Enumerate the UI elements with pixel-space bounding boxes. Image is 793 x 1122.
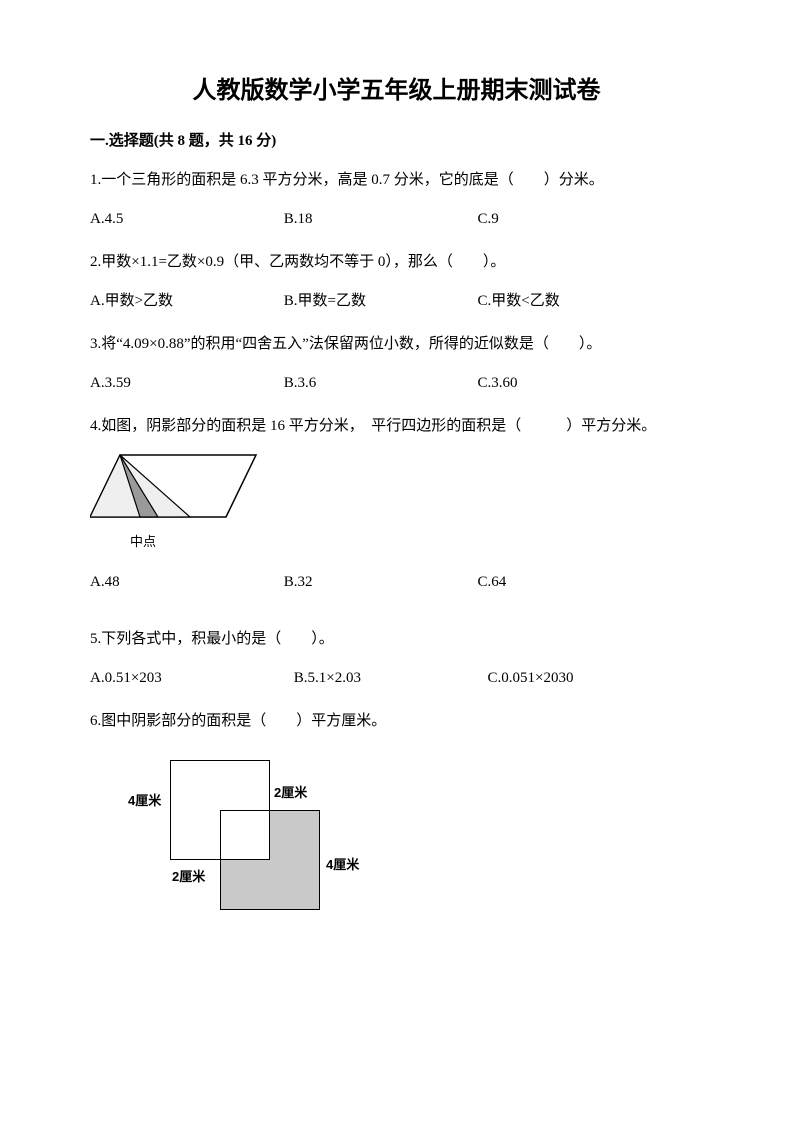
question-4: 4.如图，阴影部分的面积是 16 平方分米， 平行四边形的面积是（ ）平方分米。 (90, 410, 703, 443)
q4-option-b: B.32 (284, 566, 474, 599)
question-1: 1.一个三角形的面积是 6.3 平方分米，高是 0.7 分米，它的底是（ ）分米… (90, 164, 703, 197)
q3-option-b: B.3.6 (284, 367, 474, 400)
overlap-cutout (220, 810, 270, 860)
q1-option-b: B.18 (284, 203, 474, 236)
question-1-options: A.4.5 B.18 C.9 (90, 203, 703, 236)
question-3: 3.将“4.09×0.88”的积用“四舍五入”法保留两位小数，所得的近似数是（ … (90, 328, 703, 361)
question-4-options: A.48 B.32 C.64 (90, 566, 703, 599)
question-5: 5.下列各式中，积最小的是（ ）。 (90, 623, 703, 656)
label-2cm-bottom: 2厘米 (172, 866, 205, 885)
q2-option-c: C.甲数<乙数 (478, 285, 560, 318)
q4-option-c: C.64 (478, 566, 507, 599)
q3-option-c: C.3.60 (478, 367, 518, 400)
q5-option-b: B.5.1×2.03 (294, 662, 484, 695)
section-heading: 一.选择题(共 8 题，共 16 分) (90, 129, 703, 150)
q1-option-a: A.4.5 (90, 203, 280, 236)
figure-overlapping-squares: 4厘米 2厘米 2厘米 4厘米 (130, 750, 390, 920)
question-3-options: A.3.59 B.3.6 C.3.60 (90, 367, 703, 400)
q1-option-c: C.9 (478, 203, 499, 236)
q2-option-a: A.甲数>乙数 (90, 285, 280, 318)
label-4cm-right: 4厘米 (326, 854, 359, 873)
question-6: 6.图中阴影部分的面积是（ ）平方厘米。 (90, 705, 703, 738)
label-2cm-top: 2厘米 (274, 782, 307, 801)
exam-title: 人教版数学小学五年级上册期末测试卷 (90, 70, 703, 105)
q5-option-a: A.0.51×203 (90, 662, 290, 695)
q5-option-c: C.0.051×2030 (488, 662, 574, 695)
question-2-options: A.甲数>乙数 B.甲数=乙数 C.甲数<乙数 (90, 285, 703, 318)
label-4cm-left: 4厘米 (128, 790, 161, 809)
q4-option-a: A.48 (90, 566, 280, 599)
q3-option-a: A.3.59 (90, 367, 280, 400)
question-5-options: A.0.51×203 B.5.1×2.03 C.0.051×2030 (90, 662, 703, 695)
figure-parallelogram: 中点 (90, 451, 703, 550)
spacer (90, 609, 703, 623)
midpoint-label: 中点 (130, 531, 703, 550)
parallelogram-svg (90, 451, 260, 529)
exam-page: 人教版数学小学五年级上册期末测试卷 一.选择题(共 8 题，共 16 分) 1.… (0, 0, 793, 1122)
q2-option-b: B.甲数=乙数 (284, 285, 474, 318)
question-2: 2.甲数×1.1=乙数×0.9（甲、乙两数均不等于 0），那么（ ）。 (90, 246, 703, 279)
